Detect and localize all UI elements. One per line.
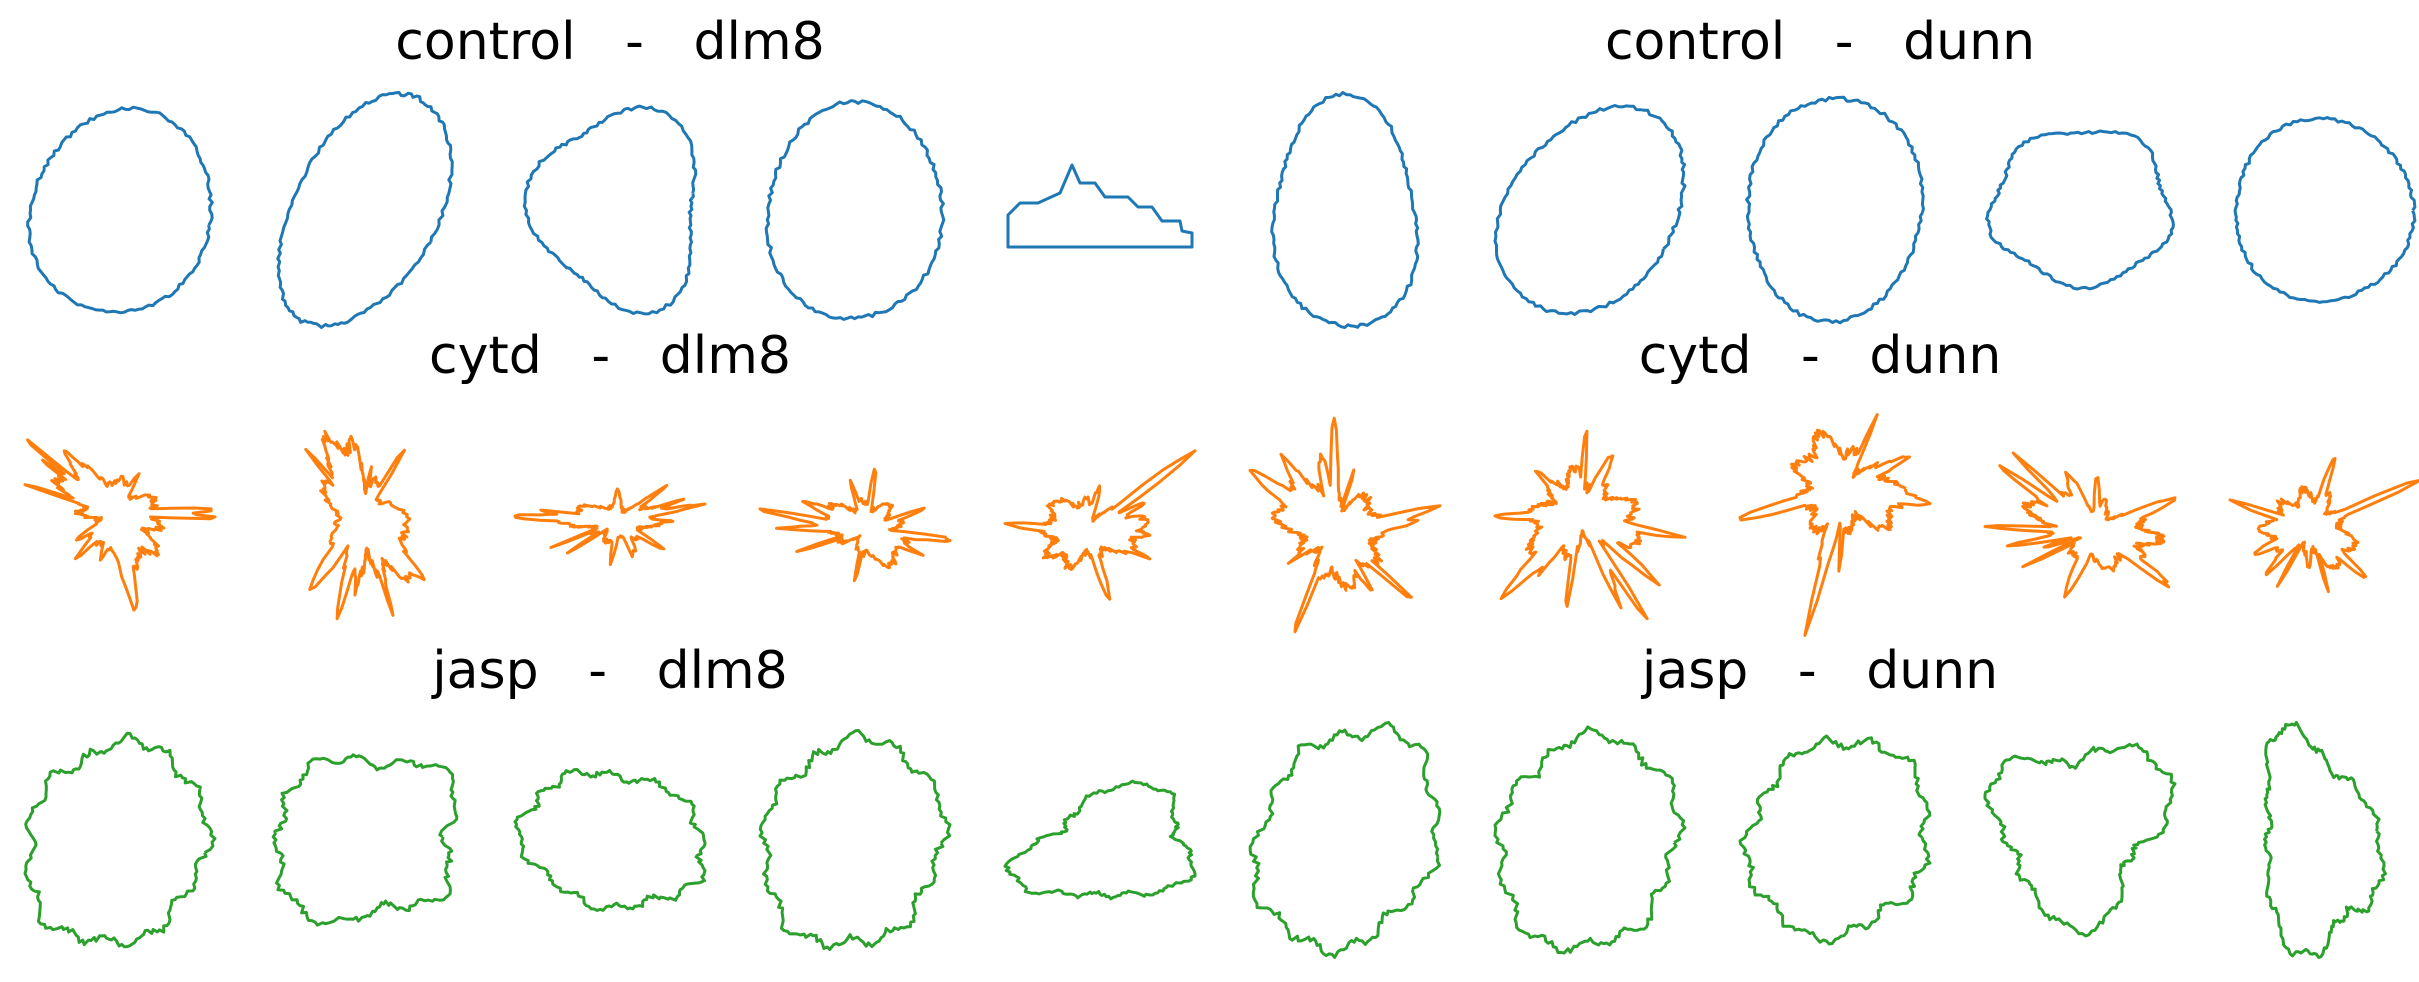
cell-contour-path: [271, 753, 459, 927]
cell-outline-cytd-4: [755, 405, 955, 645]
cell-outline-jasp-4: [755, 720, 955, 960]
cell-contour-path: [276, 91, 454, 329]
cell-outline-jasp-9: [1980, 720, 2180, 960]
cell-outline-svg: [1983, 742, 2177, 938]
cell-outline-svg: [1003, 449, 1197, 601]
cell-contour-path: [758, 467, 952, 583]
cell-outline-svg: [23, 731, 217, 949]
cell-contour-path: [1270, 91, 1420, 329]
cell-contour-path: [1745, 95, 1925, 325]
cell-outline-control-9: [1980, 90, 2180, 330]
cell-outline-svg: [1985, 129, 2175, 291]
cell-contour-path: [1003, 449, 1197, 601]
cell-outline-cytd-5: [1000, 405, 1200, 645]
group-title-cytd-dunn: cytd - dunn: [1638, 326, 2002, 386]
cell-outline-jasp-5: [1000, 720, 1200, 960]
cell-contour-path: [1493, 429, 1687, 621]
cell-outline-svg: [2228, 456, 2419, 594]
cell-outline-svg: [1493, 429, 1687, 621]
cell-outline-jasp-1: [20, 720, 220, 960]
group-title-jasp-dlm8: jasp - dlm8: [432, 641, 788, 701]
cell-outline-svg: [1493, 725, 1687, 955]
cell-contour-path: [758, 729, 952, 951]
cell-outline-cytd-2: [265, 405, 465, 645]
group-title-cytd-dlm8: cytd - dlm8: [429, 326, 791, 386]
cell-outline-svg: [1745, 95, 1925, 325]
cell-contour-path: [1006, 163, 1194, 249]
cell-outline-cytd-9: [1980, 405, 2180, 645]
cell-contour-path: [26, 105, 214, 315]
cell-outline-svg: [758, 467, 952, 583]
cell-outline-cytd-8: [1735, 405, 1935, 645]
cell-outline-svg: [764, 99, 946, 321]
cell-outline-svg: [23, 438, 217, 612]
cell-outline-svg: [1003, 779, 1197, 901]
cell-contour-path: [764, 99, 946, 321]
cell-contour-path: [23, 438, 217, 612]
cell-contour-path: [1738, 734, 1932, 946]
cell-outline-svg: [1738, 413, 1932, 637]
cell-outline-svg: [513, 768, 707, 912]
group-title-control-dunn: control - dunn: [1604, 12, 2036, 72]
cell-outline-svg: [2233, 116, 2417, 304]
cell-contour-path: [513, 483, 707, 567]
cell-contour-path: [23, 731, 217, 949]
cell-contour-path: [1493, 104, 1687, 316]
cell-outline-cytd-1: [20, 405, 220, 645]
cell-outline-control-3: [510, 90, 710, 330]
cell-outline-jasp-6: [1245, 720, 1445, 960]
cell-outline-svg: [26, 105, 214, 315]
cell-contour-path: [1493, 725, 1687, 955]
cell-outline-cytd-10: [2225, 405, 2419, 645]
cell-outline-jasp-7: [1490, 720, 1690, 960]
cell-outline-control-2: [265, 90, 465, 330]
cell-outline-control-1: [20, 90, 220, 330]
cell-contour-path: [1985, 129, 2175, 291]
cell-outline-svg: [304, 429, 426, 621]
cell-outline-svg: [758, 729, 952, 951]
cell-outline-jasp-8: [1735, 720, 1935, 960]
cell-outline-svg: [1983, 451, 2177, 599]
cell-outline-jasp-10: [2225, 720, 2419, 960]
cell-outline-svg: [513, 483, 707, 567]
cell-outline-cytd-3: [510, 405, 710, 645]
cell-outline-svg: [276, 91, 454, 329]
cell-outline-svg: [1248, 416, 1442, 634]
cell-outline-control-7: [1490, 90, 1690, 330]
cell-contour-path: [1738, 413, 1932, 637]
cell-outline-control-5: [1000, 90, 1200, 330]
cell-contour-path: [1983, 451, 2177, 599]
cell-contour-path: [304, 429, 426, 621]
cell-outline-svg: [271, 753, 459, 927]
cell-outline-control-4: [755, 90, 955, 330]
cell-outline-svg: [1270, 91, 1420, 329]
cell-contour-path: [522, 104, 698, 316]
cell-outline-jasp-3: [510, 720, 710, 960]
cell-contour-path: [1248, 721, 1442, 959]
cell-outline-svg: [1248, 721, 1442, 959]
cell-outline-cytd-6: [1245, 405, 1445, 645]
group-title-control-dlm8: control - dlm8: [395, 12, 825, 72]
cell-contour-path: [513, 768, 707, 912]
cell-outline-svg: [1493, 104, 1687, 316]
cell-outline-svg: [1006, 163, 1194, 249]
cell-outline-svg: [522, 104, 698, 316]
cell-outline-svg: [2263, 721, 2387, 959]
cell-contour-path: [2263, 721, 2387, 959]
cell-outline-svg: [1738, 734, 1932, 946]
cell-outline-cytd-7: [1490, 405, 1690, 645]
cell-outline-control-6: [1245, 90, 1445, 330]
group-title-jasp-dunn: jasp - dunn: [1641, 641, 1999, 701]
cell-outline-jasp-2: [265, 720, 465, 960]
cell-outline-control-10: [2225, 90, 2419, 330]
cell-contour-path: [1003, 779, 1197, 901]
cell-contour-path: [2228, 456, 2419, 594]
cell-contour-path: [1983, 742, 2177, 938]
cell-outline-control-8: [1735, 90, 1935, 330]
cell-contour-path: [2233, 116, 2417, 304]
cell-contour-path: [1248, 416, 1442, 634]
